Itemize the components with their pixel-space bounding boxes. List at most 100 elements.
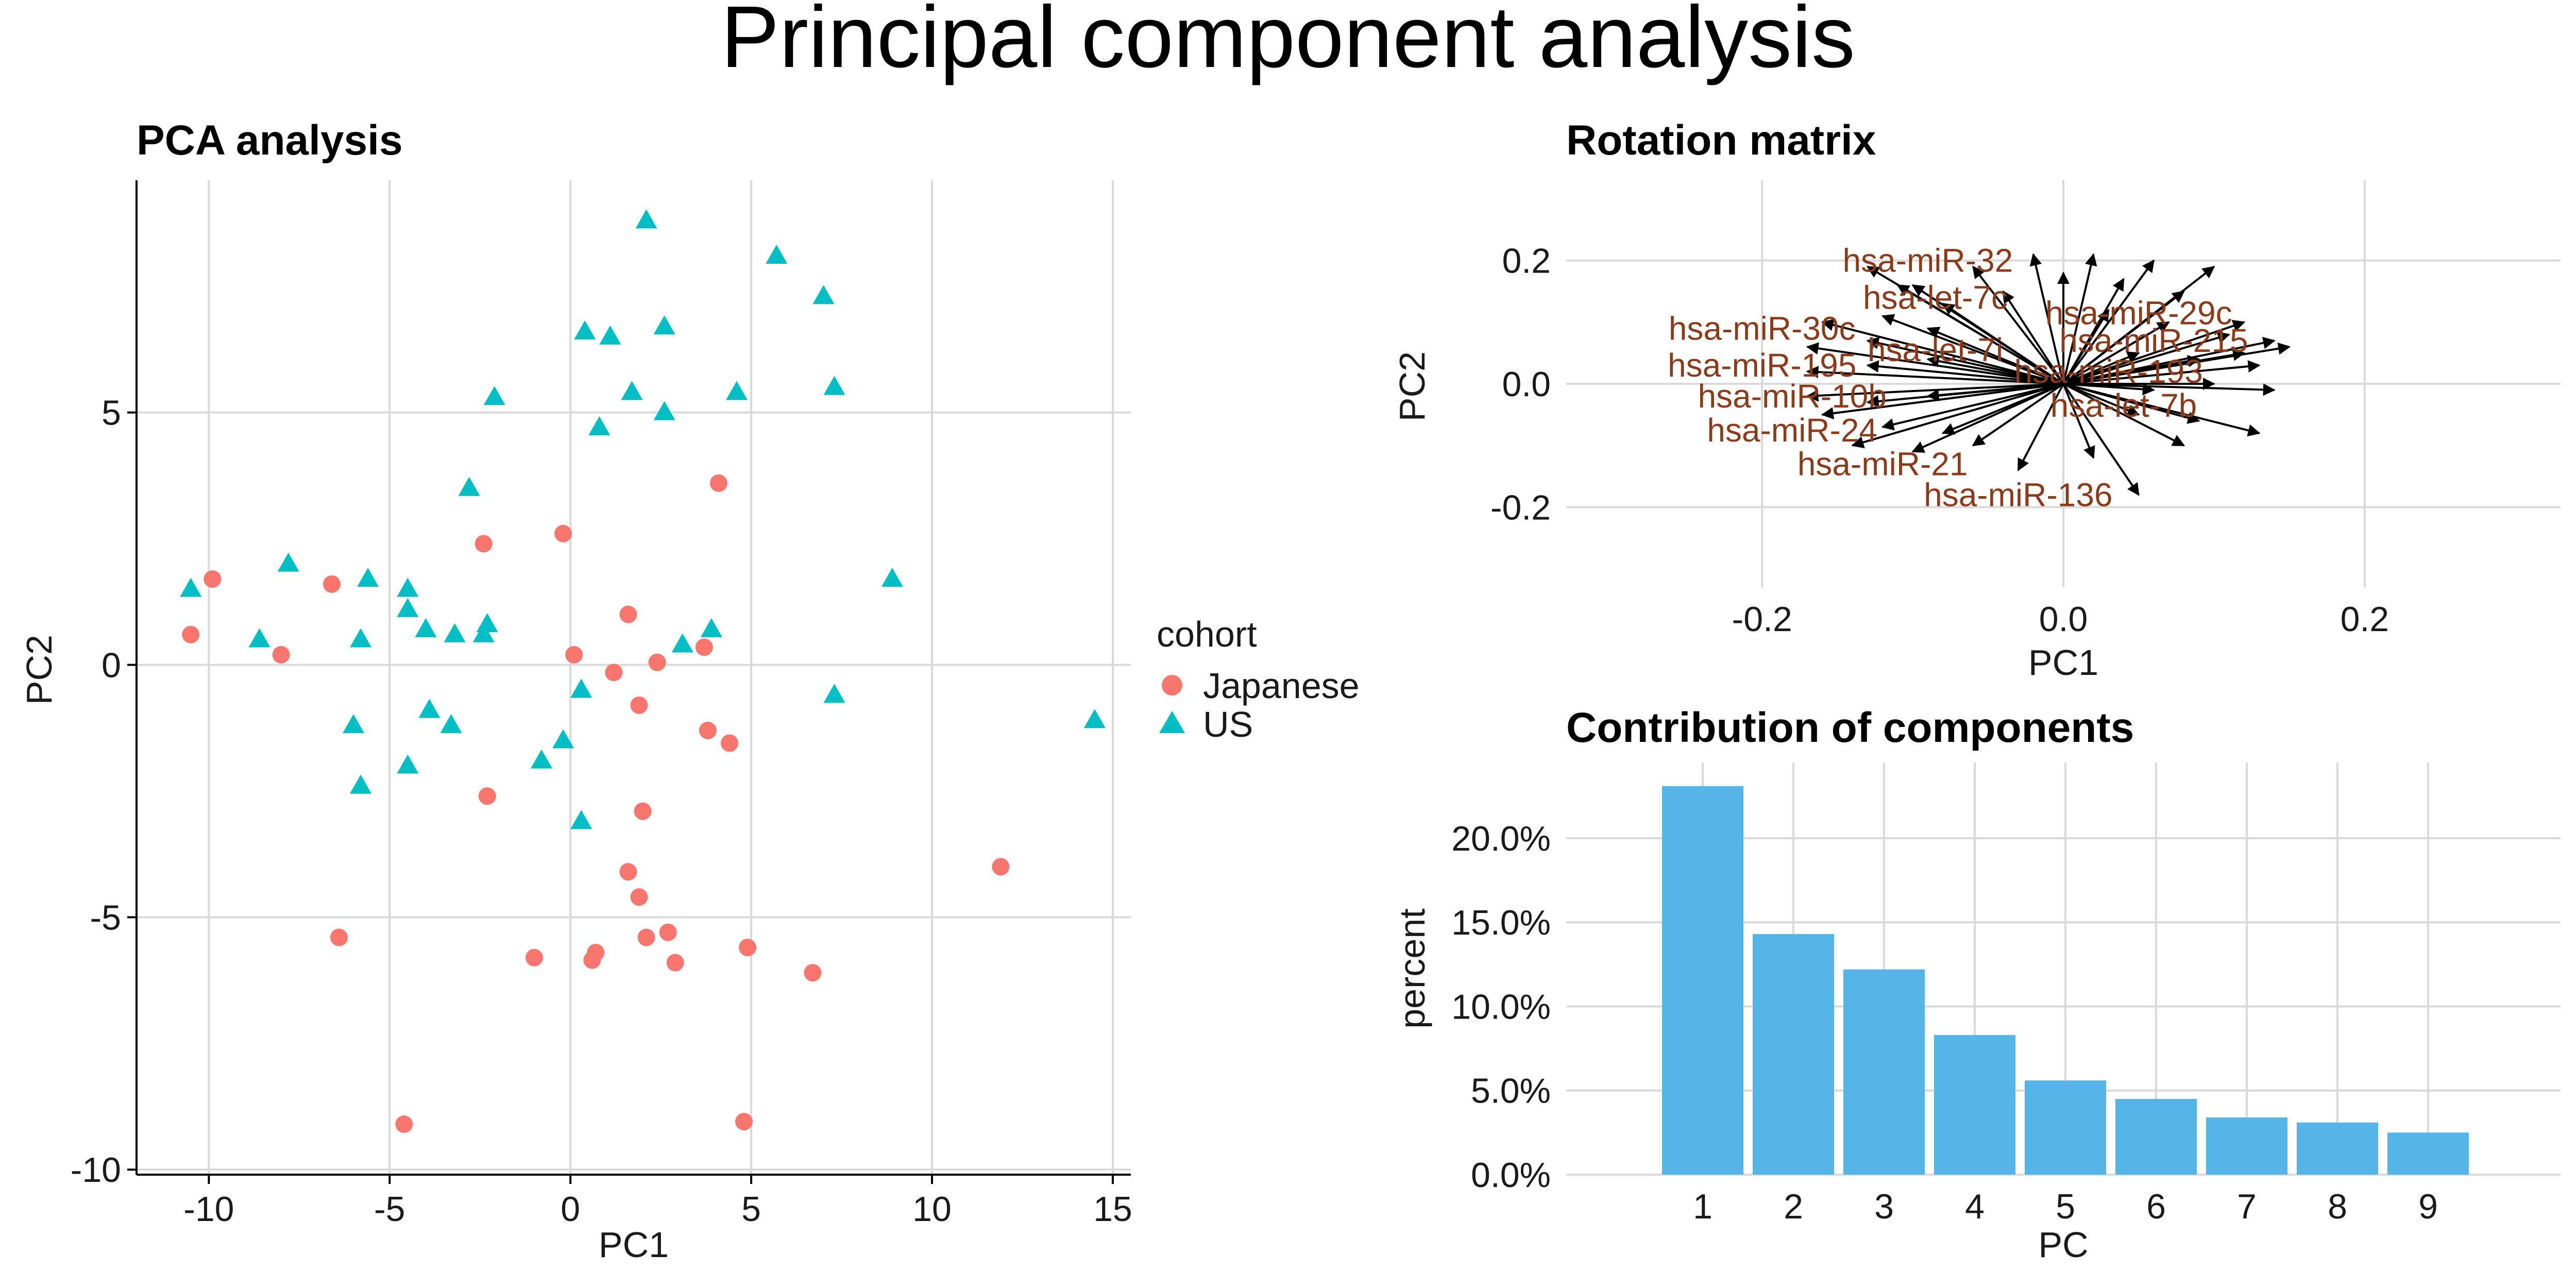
loading-label: hsa-miR-10b: [1698, 378, 1886, 415]
pca-grid: [137, 180, 1131, 1175]
loading-arrow: [1881, 383, 2064, 431]
pca-point-us: [397, 598, 419, 617]
legend-marker-us: [1159, 711, 1185, 733]
pca-point-japanese: [659, 923, 677, 941]
rotation-panel: Rotation matrix hsa-miR-32hsa-let-7chsa-…: [1392, 117, 2561, 683]
pca-point-us: [350, 628, 372, 648]
pca-point-japanese: [395, 1115, 413, 1133]
rotation-ticks: -0.2 0.0 0.2 -0.2 0.0 0.2: [1490, 242, 2389, 639]
pca-point-japanese: [637, 928, 655, 946]
loading-arrow: [2017, 383, 2064, 471]
pca-y-tick-label: -10: [71, 1150, 121, 1190]
loading-label: hsa-let-7c: [1863, 279, 2008, 316]
pca-point-us: [418, 699, 440, 718]
pca-point-us: [180, 578, 202, 597]
contribution-x-tick-label: 3: [1874, 1187, 1894, 1226]
pca-point-us: [415, 618, 437, 637]
pca-point-japanese: [630, 696, 648, 714]
pca-point-japanese: [619, 863, 637, 881]
rotation-y-label: PC2: [1392, 351, 1432, 421]
loading-label: hsa-miR-30c: [1669, 310, 1856, 347]
loading-label: hsa-miR-32: [1842, 242, 2013, 279]
pca-y-tick-label: 5: [101, 394, 121, 433]
pca-point-japanese: [554, 524, 572, 543]
loading-arrow: [2063, 383, 2261, 437]
pca-point-us: [343, 714, 365, 734]
loading-arrow: [2063, 348, 2246, 385]
loading-label: hsa-miR-215: [2059, 322, 2248, 359]
pca-x-tick-label: 15: [1093, 1190, 1132, 1229]
loading-arrow: [1806, 366, 2064, 385]
loading-arrow: [1851, 383, 2064, 449]
rotation-title: Rotation matrix: [1566, 117, 1876, 164]
pca-point-us: [812, 285, 835, 304]
pca-point-japanese: [720, 734, 738, 752]
pca-point-japanese: [992, 858, 1010, 876]
loading-label: hsa-miR-24: [1707, 412, 1877, 449]
contribution-panel: Contribution of components 0.0% 5.0% 10.0%…: [1392, 704, 2561, 1265]
pca-point-japanese: [605, 664, 623, 682]
pca-point-japanese: [587, 943, 605, 961]
pca-point-us: [570, 679, 592, 698]
legend-label-us: US: [1203, 704, 1253, 744]
pca-point-japanese: [474, 535, 493, 553]
contribution-y-tick-label: 20.0%: [1451, 819, 1551, 858]
rotation-x-tick-label: -0.2: [1732, 600, 1792, 639]
contribution-x-tick-label: 6: [2146, 1187, 2166, 1226]
contribution-x-tick-label: 9: [2418, 1187, 2438, 1226]
loading-arrow: [2063, 331, 2230, 385]
pca-x-tick-label: -10: [183, 1190, 234, 1229]
pca-y-tick-label: -5: [90, 898, 121, 937]
legend-title: cohort: [1157, 614, 1257, 654]
pca-point-us: [823, 684, 845, 703]
loading-arrow: [2062, 383, 2140, 496]
pca-y-label: PC2: [19, 635, 59, 705]
pca-point-us: [552, 729, 574, 749]
pca-point-us: [472, 623, 495, 642]
loading-arrow: [1926, 355, 2064, 385]
contribution-bar: [2387, 1132, 2469, 1175]
pca-point-us: [476, 613, 498, 633]
loading-arrow: [2063, 319, 2246, 385]
pca-point-us: [444, 623, 466, 642]
pca-point-us: [458, 477, 480, 496]
pca-point-japanese: [634, 802, 652, 820]
contribution-y-tick-label: 15.0%: [1451, 903, 1551, 942]
pca-point-us: [574, 320, 596, 340]
contribution-bar: [1662, 786, 1743, 1175]
pca-point-japanese: [695, 638, 713, 656]
loading-arrow: [2063, 360, 2261, 385]
pca-x-tick-label: 5: [741, 1190, 761, 1229]
loading-arrow: [2062, 321, 2170, 385]
pca-point-us: [570, 810, 592, 829]
pca-point-us: [823, 376, 845, 395]
pca-point-us: [726, 381, 748, 400]
legend-marker-japanese: [1162, 675, 1182, 696]
loading-arrow: [1926, 327, 2064, 385]
loading-label: hsa-let-7i: [1868, 331, 2003, 368]
loading-arrow: [1911, 383, 2064, 453]
contribution-bar: [1934, 1035, 2015, 1175]
rotation-y-tick-label: 0.0: [1502, 365, 1551, 404]
contribution-title: Contribution of components: [1566, 704, 2134, 751]
loading-arrow: [2029, 253, 2064, 384]
pca-point-us: [248, 628, 270, 648]
pca-point-us: [881, 567, 903, 587]
pca-x-tick-label: 0: [561, 1190, 580, 1229]
loading-arrow: [1821, 383, 2064, 420]
pca-point-us: [588, 416, 611, 436]
loading-arrow: [2063, 383, 2140, 416]
contribution-y-label: percent: [1392, 908, 1432, 1028]
loading-arrow: [1942, 302, 2064, 385]
pca-point-japanese: [330, 928, 348, 946]
figure-title: Principal component analysis: [721, 0, 1855, 86]
pca-point-us: [350, 774, 372, 794]
contribution-y-tick-label: 10.0%: [1451, 987, 1551, 1026]
loading-arrow: [2002, 290, 2064, 385]
pca-point-japanese: [478, 787, 496, 805]
loading-arrow: [2063, 383, 2185, 447]
pca-point-japanese: [735, 1113, 753, 1131]
contribution-x-tick-label: 2: [1784, 1187, 1803, 1226]
pca-point-us: [357, 567, 379, 587]
